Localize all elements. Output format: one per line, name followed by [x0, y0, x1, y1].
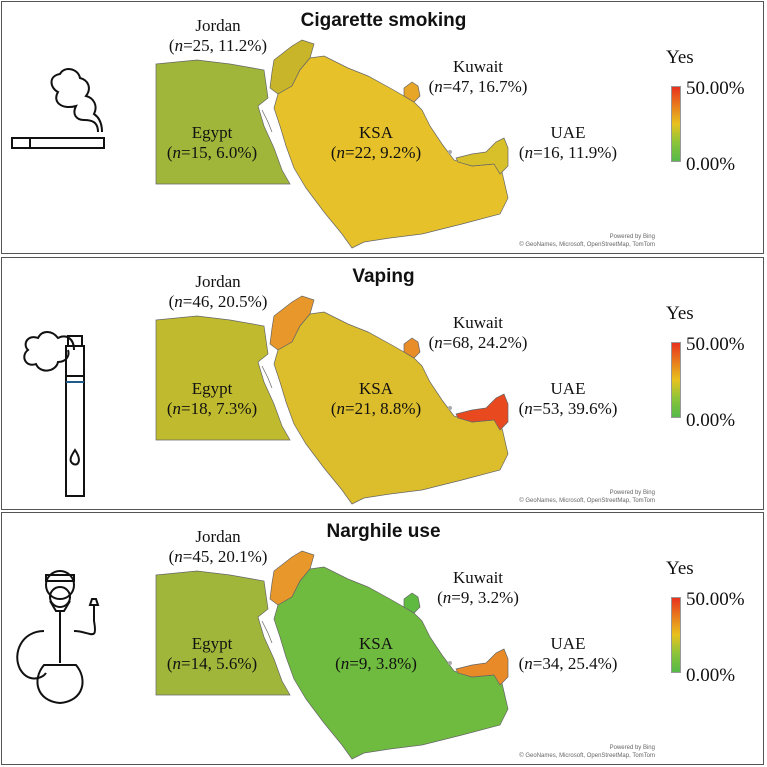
- cigarette-icon: [11, 68, 105, 149]
- kuwait-label: Kuwait (n=47, 16.7%): [428, 57, 528, 96]
- ksa-label: KSA (n=9, 3.8%): [335, 634, 417, 673]
- legend-color-bar: [671, 86, 681, 162]
- kuwait-region: [403, 337, 421, 359]
- ksa-label: KSA (n=22, 9.2%): [330, 123, 422, 162]
- egypt-label: Egypt (n=14, 5.6%): [166, 634, 258, 673]
- legend-min-label: 0.00%: [686, 154, 736, 175]
- kuwait-region: [403, 81, 421, 103]
- panel-title: Vaping: [352, 266, 415, 287]
- kuwait-label: Kuwait (n=9, 3.2%): [437, 568, 519, 607]
- legend-color-bar: [671, 342, 681, 418]
- map-attribution: © GeoNames, Microsoft, OpenStreetMap, To…: [519, 753, 655, 759]
- kuwait-label: Kuwait (n=68, 24.2%): [428, 313, 528, 352]
- vape-pen-icon: [23, 331, 85, 497]
- ksa-label: KSA (n=21, 8.8%): [330, 379, 422, 418]
- map-panel: Vaping Jordan (n=46, 20.5%) Egypt (n=18,…: [1, 257, 764, 510]
- kuwait-region: [403, 592, 421, 614]
- map-canvas: [16, 550, 509, 760]
- map-panel: Narghile use Jordan (n=45, 20.1%) Egypt …: [1, 512, 764, 765]
- map-canvas: [11, 39, 509, 249]
- uae-region: [455, 393, 509, 431]
- egypt-label: Egypt (n=18, 7.3%): [166, 379, 258, 418]
- panel-title: Cigarette smoking: [300, 10, 467, 31]
- uae-label: UAE (n=16, 11.9%): [518, 123, 618, 162]
- jordan-label: Jordan (n=25, 11.2%): [168, 16, 268, 55]
- legend-min-label: 0.00%: [686, 410, 736, 431]
- egypt-region: [155, 315, 291, 441]
- powered-by-bing: Powered by Bing: [609, 490, 655, 496]
- uae-region: [455, 137, 509, 175]
- legend-title: Yes: [666, 558, 694, 579]
- panel-title: Narghile use: [326, 521, 441, 542]
- uae-label: UAE (n=53, 39.6%): [518, 379, 618, 418]
- jordan-label: Jordan (n=45, 20.1%): [168, 527, 268, 566]
- legend-max-label: 50.00%: [686, 589, 745, 610]
- map-panel: Cigarette smoking Jordan (n=25, 11.2%) E…: [1, 1, 764, 254]
- legend-color-bar: [671, 597, 681, 673]
- legend-max-label: 50.00%: [686, 334, 745, 355]
- legend-title: Yes: [666, 303, 694, 324]
- map-canvas: [23, 295, 509, 505]
- egypt-label: Egypt (n=15, 6.0%): [166, 123, 258, 162]
- legend-max-label: 50.00%: [686, 78, 745, 99]
- egypt-region: [155, 59, 291, 185]
- legend-title: Yes: [666, 47, 694, 68]
- egypt-region: [155, 570, 291, 696]
- uae-label: UAE (n=34, 25.4%): [518, 634, 618, 673]
- jordan-label: Jordan (n=46, 20.5%): [168, 272, 268, 311]
- legend-min-label: 0.00%: [686, 665, 736, 686]
- map-attribution: © GeoNames, Microsoft, OpenStreetMap, To…: [519, 498, 655, 504]
- powered-by-bing: Powered by Bing: [609, 234, 655, 240]
- hookah-icon: [16, 570, 100, 705]
- map-attribution: © GeoNames, Microsoft, OpenStreetMap, To…: [519, 242, 655, 248]
- powered-by-bing: Powered by Bing: [609, 745, 655, 751]
- uae-region: [455, 648, 509, 686]
